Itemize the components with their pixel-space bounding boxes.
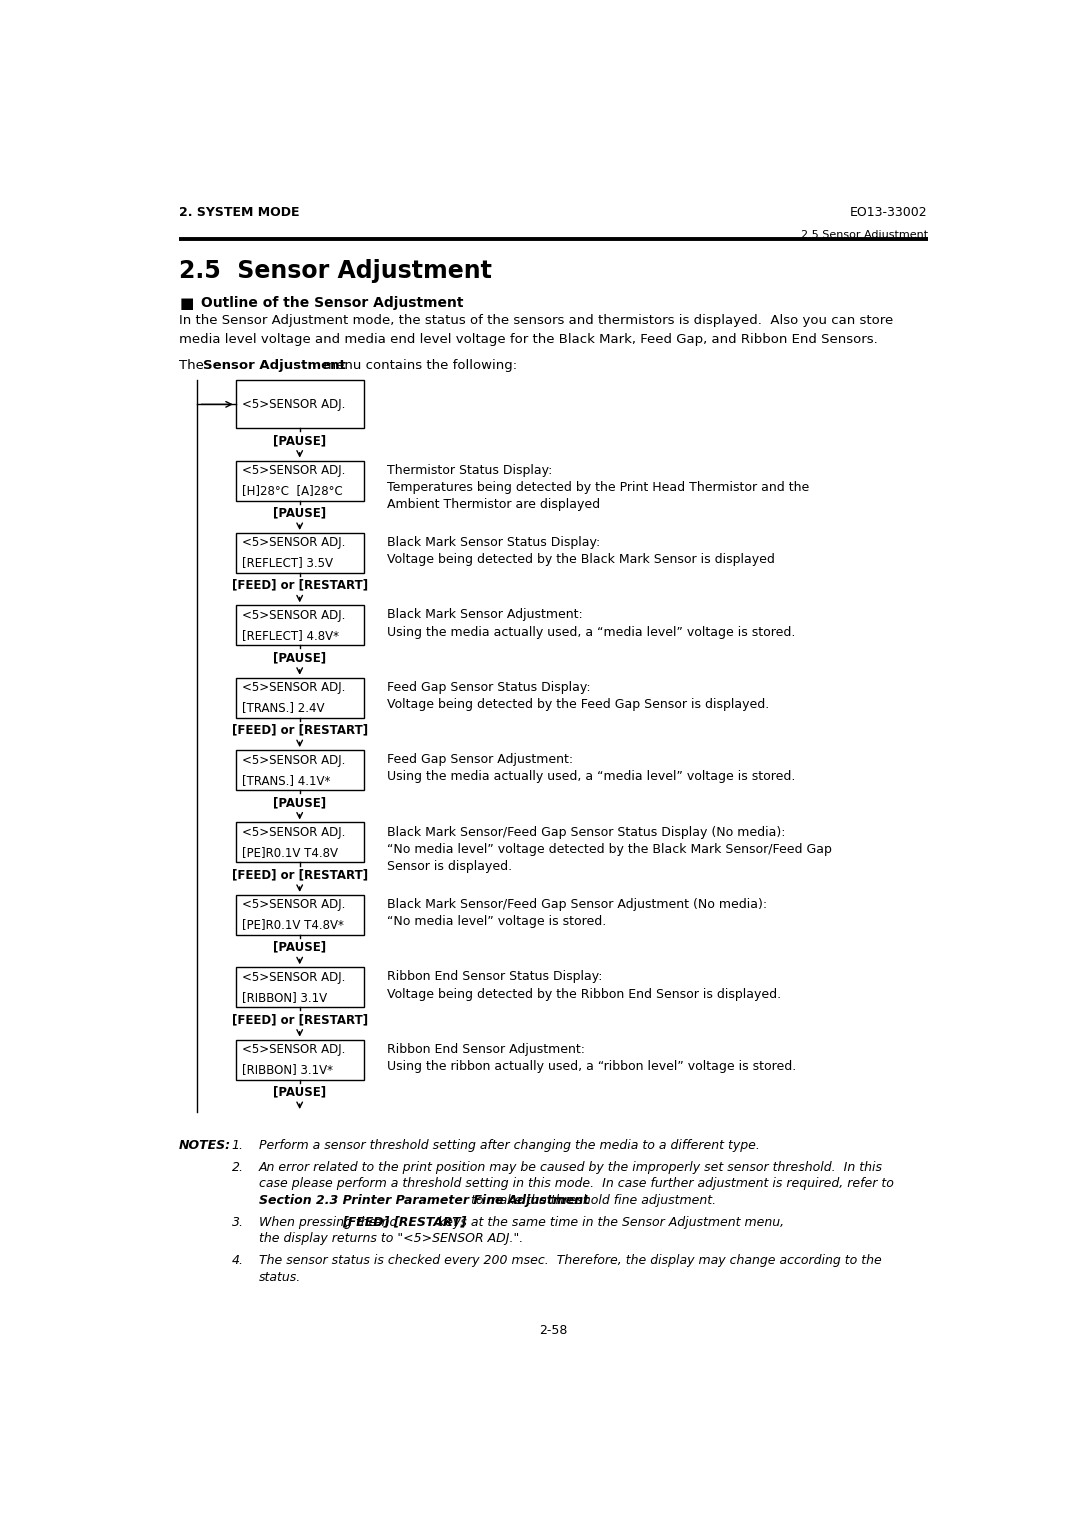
Text: 4.: 4. bbox=[232, 1254, 244, 1267]
Text: 2.: 2. bbox=[232, 1161, 244, 1174]
Text: [PAUSE]: [PAUSE] bbox=[273, 434, 326, 448]
Text: 2-58: 2-58 bbox=[539, 1325, 568, 1337]
Text: and: and bbox=[369, 1216, 401, 1229]
Text: In the Sensor Adjustment mode, the status of the sensors and thermistors is disp: In the Sensor Adjustment mode, the statu… bbox=[179, 315, 893, 345]
Text: The: The bbox=[179, 359, 208, 371]
Text: Using the ribbon actually used, a “ribbon level” voltage is stored.: Using the ribbon actually used, a “ribbo… bbox=[387, 1060, 796, 1073]
Text: ■: ■ bbox=[179, 296, 193, 310]
Text: Voltage being detected by the Black Mark Sensor is displayed: Voltage being detected by the Black Mark… bbox=[387, 553, 774, 567]
Text: keys at the same time in the Sensor Adjustment menu,: keys at the same time in the Sensor Adju… bbox=[434, 1216, 784, 1229]
Bar bbox=[235, 380, 364, 428]
Text: 2.5  Sensor Adjustment: 2.5 Sensor Adjustment bbox=[179, 258, 492, 283]
Text: [PAUSE]: [PAUSE] bbox=[273, 1085, 326, 1099]
Text: [PE]R0.1V T4.8V: [PE]R0.1V T4.8V bbox=[242, 847, 338, 859]
Text: [RIBBON] 3.1V: [RIBBON] 3.1V bbox=[242, 990, 327, 1004]
Bar bbox=[235, 533, 364, 573]
Text: Black Mark Sensor/Feed Gap Sensor Status Display (No media):: Black Mark Sensor/Feed Gap Sensor Status… bbox=[387, 825, 785, 839]
Bar bbox=[235, 1039, 364, 1080]
Bar bbox=[235, 605, 364, 645]
Text: “No media level” voltage detected by the Black Mark Sensor/Feed Gap
Sensor is di: “No media level” voltage detected by the… bbox=[387, 843, 832, 874]
Text: Using the media actually used, a “media level” voltage is stored.: Using the media actually used, a “media … bbox=[387, 770, 795, 784]
Bar bbox=[235, 678, 364, 718]
Text: 2. SYSTEM MODE: 2. SYSTEM MODE bbox=[179, 206, 299, 220]
Text: to make the threshold fine adjustment.: to make the threshold fine adjustment. bbox=[467, 1193, 716, 1207]
Text: <5>SENSOR ADJ.: <5>SENSOR ADJ. bbox=[242, 753, 346, 767]
Text: Black Mark Sensor Adjustment:: Black Mark Sensor Adjustment: bbox=[387, 608, 582, 622]
Text: <5>SENSOR ADJ.: <5>SENSOR ADJ. bbox=[242, 970, 346, 984]
Bar bbox=[235, 895, 364, 935]
Text: 3.: 3. bbox=[232, 1216, 244, 1229]
Text: <5>SENSOR ADJ.: <5>SENSOR ADJ. bbox=[242, 681, 346, 694]
Text: [PAUSE]: [PAUSE] bbox=[273, 941, 326, 953]
Text: [H]28°C  [A]28°C: [H]28°C [A]28°C bbox=[242, 484, 342, 497]
Text: An error related to the print position may be caused by the improperly set senso: An error related to the print position m… bbox=[259, 1161, 883, 1174]
Text: Perform a sensor threshold setting after changing the media to a different type.: Perform a sensor threshold setting after… bbox=[259, 1138, 760, 1152]
Text: “No media level” voltage is stored.: “No media level” voltage is stored. bbox=[387, 915, 606, 927]
Text: [TRANS.] 2.4V: [TRANS.] 2.4V bbox=[242, 701, 324, 714]
Text: [PAUSE]: [PAUSE] bbox=[273, 506, 326, 520]
Text: Using the media actually used, a “media level” voltage is stored.: Using the media actually used, a “media … bbox=[387, 626, 795, 639]
Text: [PAUSE]: [PAUSE] bbox=[273, 796, 326, 808]
Text: [REFLECT] 4.8V*: [REFLECT] 4.8V* bbox=[242, 630, 339, 642]
Text: [PAUSE]: [PAUSE] bbox=[273, 651, 326, 665]
Text: [FEED]: [FEED] bbox=[342, 1216, 390, 1229]
Bar bbox=[235, 822, 364, 862]
Text: Black Mark Sensor Status Display:: Black Mark Sensor Status Display: bbox=[387, 536, 600, 549]
Bar bbox=[235, 967, 364, 1007]
Text: [FEED] or [RESTART]: [FEED] or [RESTART] bbox=[231, 579, 368, 591]
Text: Outline of the Sensor Adjustment: Outline of the Sensor Adjustment bbox=[197, 296, 463, 310]
Text: The sensor status is checked every 200 msec.  Therefore, the display may change : The sensor status is checked every 200 m… bbox=[259, 1254, 881, 1267]
Text: [FEED] or [RESTART]: [FEED] or [RESTART] bbox=[231, 724, 368, 736]
Text: <5>SENSOR ADJ.: <5>SENSOR ADJ. bbox=[242, 536, 346, 550]
Text: [FEED] or [RESTART]: [FEED] or [RESTART] bbox=[231, 868, 368, 882]
Text: <5>SENSOR ADJ.: <5>SENSOR ADJ. bbox=[242, 397, 346, 411]
Text: Section 2.3 Printer Parameter Fine Adjustment: Section 2.3 Printer Parameter Fine Adjus… bbox=[259, 1193, 589, 1207]
Text: <5>SENSOR ADJ.: <5>SENSOR ADJ. bbox=[242, 898, 346, 911]
Text: [REFLECT] 3.5V: [REFLECT] 3.5V bbox=[242, 556, 333, 570]
Text: <5>SENSOR ADJ.: <5>SENSOR ADJ. bbox=[242, 465, 346, 477]
Text: <5>SENSOR ADJ.: <5>SENSOR ADJ. bbox=[242, 827, 346, 839]
Text: Temperatures being detected by the Print Head Thermistor and the
Ambient Thermis: Temperatures being detected by the Print… bbox=[387, 481, 809, 512]
Text: menu contains the following:: menu contains the following: bbox=[320, 359, 517, 371]
Text: When pressing the: When pressing the bbox=[259, 1216, 380, 1229]
Text: Sensor Adjustment: Sensor Adjustment bbox=[203, 359, 346, 371]
Text: <5>SENSOR ADJ.: <5>SENSOR ADJ. bbox=[242, 608, 346, 622]
Text: [RESTART]: [RESTART] bbox=[393, 1216, 467, 1229]
Bar bbox=[235, 460, 364, 501]
Text: case please perform a threshold setting in this mode.  In case further adjustmen: case please perform a threshold setting … bbox=[259, 1178, 894, 1190]
Text: [FEED] or [RESTART]: [FEED] or [RESTART] bbox=[231, 1013, 368, 1027]
Text: Feed Gap Sensor Status Display:: Feed Gap Sensor Status Display: bbox=[387, 681, 591, 694]
Text: Voltage being detected by the Feed Gap Sensor is displayed.: Voltage being detected by the Feed Gap S… bbox=[387, 698, 769, 711]
Text: EO13-33002: EO13-33002 bbox=[850, 206, 928, 220]
Text: [RIBBON] 3.1V*: [RIBBON] 3.1V* bbox=[242, 1063, 333, 1076]
Text: <5>SENSOR ADJ.: <5>SENSOR ADJ. bbox=[242, 1044, 346, 1056]
Text: [PE]R0.1V T4.8V*: [PE]R0.1V T4.8V* bbox=[242, 918, 343, 932]
Text: Ribbon End Sensor Adjustment:: Ribbon End Sensor Adjustment: bbox=[387, 1042, 585, 1056]
Text: 1.: 1. bbox=[232, 1138, 244, 1152]
Text: the display returns to "<5>SENSOR ADJ.".: the display returns to "<5>SENSOR ADJ.". bbox=[259, 1233, 523, 1245]
Text: Black Mark Sensor/Feed Gap Sensor Adjustment (No media):: Black Mark Sensor/Feed Gap Sensor Adjust… bbox=[387, 898, 767, 911]
Text: Ribbon End Sensor Status Display:: Ribbon End Sensor Status Display: bbox=[387, 970, 603, 984]
Bar bbox=[235, 750, 364, 790]
Text: status.: status. bbox=[259, 1271, 301, 1284]
Text: NOTES:: NOTES: bbox=[179, 1138, 231, 1152]
Text: Feed Gap Sensor Adjustment:: Feed Gap Sensor Adjustment: bbox=[387, 753, 573, 766]
Text: [TRANS.] 4.1V*: [TRANS.] 4.1V* bbox=[242, 773, 330, 787]
Text: 2.5 Sensor Adjustment: 2.5 Sensor Adjustment bbox=[800, 229, 928, 240]
Text: Thermistor Status Display:: Thermistor Status Display: bbox=[387, 463, 552, 477]
Text: Voltage being detected by the Ribbon End Sensor is displayed.: Voltage being detected by the Ribbon End… bbox=[387, 987, 781, 1001]
